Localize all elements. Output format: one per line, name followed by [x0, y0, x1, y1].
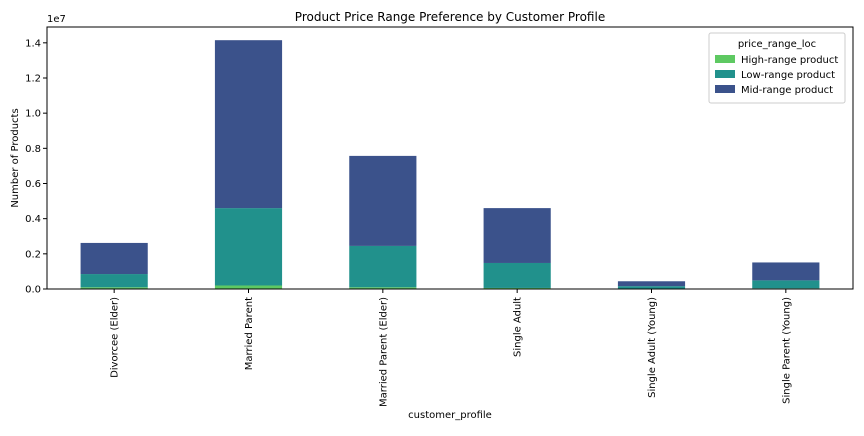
x-axis-label: customer_profile — [408, 410, 492, 421]
legend-swatch — [715, 55, 735, 63]
x-tick-label: Single Adult (Young) — [647, 297, 658, 398]
legend-entry: Mid-range product — [741, 85, 833, 96]
bar-segment — [81, 243, 148, 274]
bar-segment — [618, 286, 685, 289]
bar-segment — [752, 280, 819, 288]
bar-segment — [215, 208, 282, 285]
y-tick-label: 0.4 — [25, 214, 41, 225]
y-tick-label: 1.0 — [25, 109, 41, 120]
chart-title: Product Price Range Preference by Custom… — [295, 10, 605, 24]
y-tick-label: 0.0 — [25, 285, 41, 296]
y-tick-label: 1.4 — [25, 38, 41, 49]
legend: price_range_loc High-range product Low-ran… — [709, 33, 845, 103]
y-tick-label: 0.8 — [25, 144, 41, 155]
y-tick-label: 1.2 — [25, 73, 41, 84]
bar-segment — [484, 263, 551, 288]
y-offset-label: 1e7 — [47, 14, 66, 25]
x-tick-label: Single Adult — [513, 297, 524, 357]
x-tick-label: Married Parent — [244, 297, 255, 370]
bar-segment — [484, 208, 551, 263]
y-tick-label: 0.6 — [25, 179, 41, 190]
bar-segment — [215, 40, 282, 208]
bar-segment — [81, 274, 148, 287]
legend-entry: Low-range product — [741, 70, 835, 81]
x-axis-ticks: Divorcee (Elder) Married Parent Married Pa… — [110, 289, 793, 407]
x-tick-label: Single Parent (Young) — [781, 297, 792, 404]
y-axis-ticks: 0.0 0.2 0.4 0.6 0.8 1.0 1.2 1.4 — [25, 38, 47, 295]
y-tick-label: 0.2 — [25, 249, 41, 260]
bar-segment — [349, 156, 416, 246]
legend-entry: High-range product — [741, 55, 838, 66]
bar-segment — [349, 246, 416, 287]
legend-title: price_range_loc — [738, 39, 816, 50]
y-axis-label: Number of Products — [10, 108, 21, 207]
bar-segment — [618, 281, 685, 286]
x-tick-label: Married Parent (Elder) — [378, 297, 389, 407]
bar-segment — [215, 285, 282, 289]
x-tick-label: Divorcee (Elder) — [110, 297, 121, 378]
legend-swatch — [715, 70, 735, 78]
legend-swatch — [715, 85, 735, 93]
bar-segment — [752, 262, 819, 280]
